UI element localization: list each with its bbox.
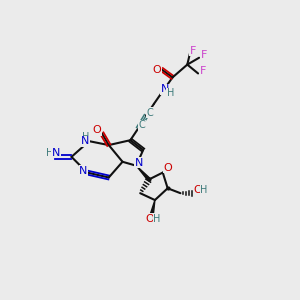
Text: N: N (135, 158, 143, 168)
Text: H: H (200, 185, 208, 195)
Text: N: N (160, 84, 169, 94)
Text: N: N (52, 148, 60, 158)
Text: N: N (79, 166, 87, 176)
Text: H: H (167, 88, 174, 98)
Text: H: H (153, 214, 161, 224)
Text: H: H (46, 148, 54, 158)
Text: C: C (139, 121, 146, 130)
Text: N: N (81, 136, 89, 146)
Text: O: O (93, 125, 101, 135)
Text: O: O (194, 185, 203, 195)
Text: F: F (200, 67, 206, 76)
Text: C: C (147, 108, 153, 118)
Polygon shape (136, 166, 150, 180)
Polygon shape (151, 200, 155, 214)
Text: O: O (152, 65, 161, 76)
Text: H: H (82, 132, 89, 142)
Text: O: O (163, 163, 172, 173)
Text: F: F (190, 46, 196, 56)
Text: F: F (201, 50, 207, 60)
Text: O: O (146, 214, 154, 224)
